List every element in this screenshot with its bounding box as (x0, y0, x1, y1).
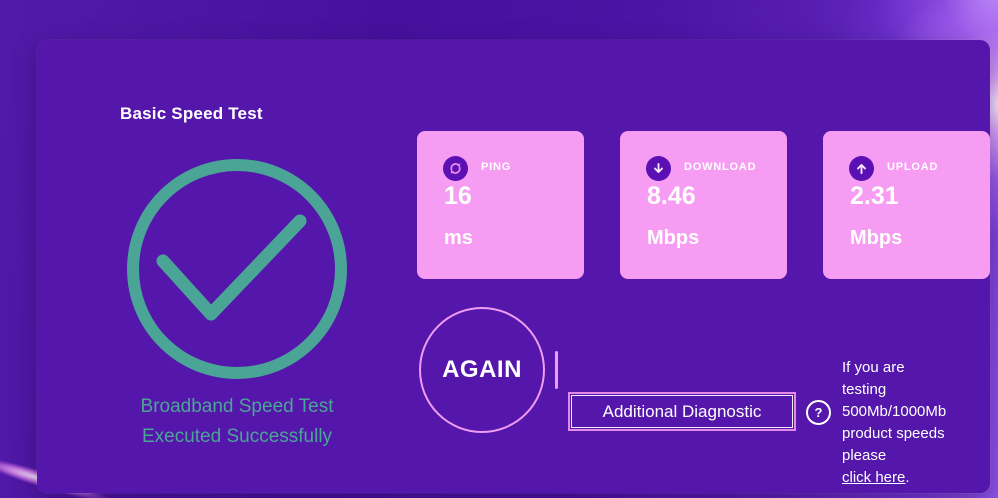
status-line-2: Executed Successfully (141, 426, 333, 447)
vertical-divider (555, 351, 558, 389)
status-message: Broadband Speed Test Executed Successful… (92, 392, 382, 452)
upload-unit: Mbps (850, 227, 903, 249)
page-title: Basic Speed Test (120, 104, 263, 123)
click-here-link[interactable]: click here (842, 469, 906, 486)
download-card: DOWNLOAD 8.46 Mbps (620, 131, 787, 279)
help-button[interactable]: ? (806, 400, 831, 425)
upload-value: 2.31 (850, 182, 899, 210)
success-check-circle-icon (125, 157, 349, 381)
ping-unit: ms (444, 227, 473, 249)
info-line: product speeds (842, 425, 945, 442)
info-text: If you are testing 500Mb/1000Mb product … (842, 357, 960, 489)
status-line-1: Broadband Speed Test (140, 396, 334, 417)
info-line-link: click here. (842, 467, 960, 489)
sync-icon (443, 156, 468, 181)
question-mark-icon: ? (814, 405, 823, 420)
ping-value: 16 (444, 182, 472, 210)
link-suffix: . (905, 469, 910, 486)
download-label: DOWNLOAD (684, 161, 757, 173)
arrow-down-icon (646, 156, 671, 181)
info-line: testing (842, 381, 887, 398)
info-line: please (842, 447, 887, 464)
info-line: If you are (842, 359, 905, 376)
arrow-up-icon (849, 156, 874, 181)
info-line: 500Mb/1000Mb (842, 403, 947, 420)
speed-test-panel: Basic Speed Test Broadband Speed Test Ex… (37, 40, 990, 493)
additional-diagnostic-button[interactable]: Additional Diagnostic (568, 392, 796, 431)
ping-card: PING 16 ms (417, 131, 584, 279)
download-unit: Mbps (647, 227, 700, 249)
download-value: 8.46 (647, 182, 696, 210)
upload-card: UPLOAD 2.31 Mbps (823, 131, 990, 279)
upload-label: UPLOAD (887, 161, 939, 173)
ping-label: PING (481, 161, 512, 173)
again-button[interactable]: AGAIN (419, 307, 545, 433)
